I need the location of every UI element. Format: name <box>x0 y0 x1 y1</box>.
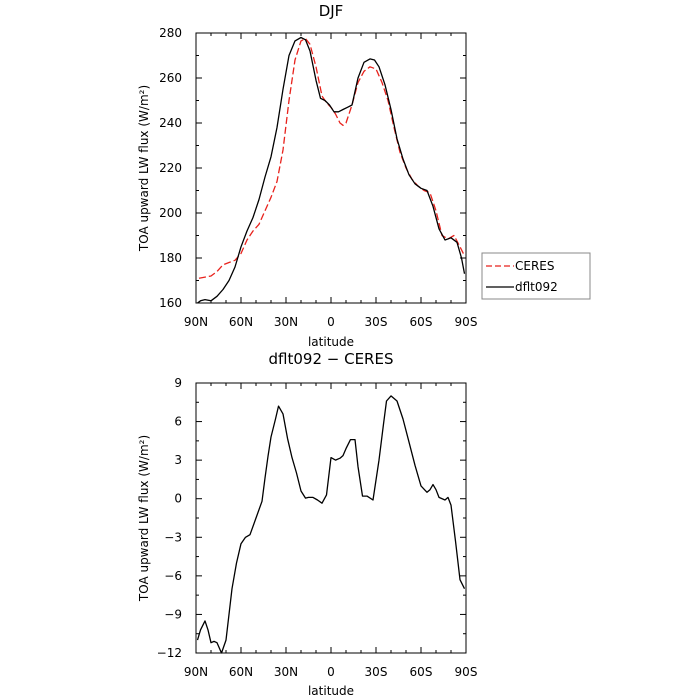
bottom-chart-title: dflt092 − CERES <box>269 350 394 368</box>
top-y-axis-label: TOA upward LW flux (W/m²) <box>137 85 151 252</box>
bottom-x-tick-label: 30N <box>274 665 298 679</box>
bottom-y-tick-label: −6 <box>164 569 182 583</box>
top-x-tick-label: 90N <box>184 315 208 329</box>
top-series-line-dflt092 <box>197 36 466 304</box>
bottom-x-tick-label: 90S <box>455 665 478 679</box>
top-x-tick-label: 30N <box>274 315 298 329</box>
bottom-y-tick-label: −3 <box>164 530 182 544</box>
top-y-tick-label: 180 <box>159 251 182 265</box>
top-y-tick-label: 240 <box>159 116 182 130</box>
top-y-tick-label: 160 <box>159 296 182 310</box>
bottom-y-tick-label: −12 <box>157 646 182 660</box>
legend: CERES dflt092 <box>481 252 591 300</box>
bottom-y-tick-label: 0 <box>174 492 182 506</box>
bottom-x-tick-label: 30S <box>365 665 388 679</box>
top-plot-frame <box>195 32 467 304</box>
top-x-tick-label: 0 <box>327 315 335 329</box>
top-panel: DJF 90N 60N 30N 0 30S 60S 90S 160 180 200 220 240 26… <box>137 2 591 349</box>
top-y-tick-label: 220 <box>159 161 182 175</box>
top-series-line-ceres <box>198 37 466 279</box>
bottom-y-axis-label: TOA upward LW flux (W/m²) <box>137 435 151 602</box>
top-plot-area: 90N 60N 30N 0 30S 60S 90S 160 180 200 220 240 260 280 <box>159 26 477 329</box>
top-x-axis-label: latitude <box>308 335 354 349</box>
bottom-x-tick-label: 90N <box>184 665 208 679</box>
bottom-y-tick-label: −9 <box>164 607 182 621</box>
bottom-plot-area: 90N 60N 30N 0 30S 60S 90S −12 −9 −6 −3 0 3 6 9 <box>157 376 478 679</box>
bottom-panel: dflt092 − CERES 90N 60N 30N 0 30S 60S 90S −12 −9… <box>137 350 477 698</box>
bottom-x-tick-label: 60S <box>410 665 433 679</box>
top-y-tick-label: 280 <box>159 26 182 40</box>
top-x-tick-label: 60N <box>229 315 253 329</box>
bottom-x-tick-label: 0 <box>327 665 335 679</box>
bottom-x-axis-label: latitude <box>308 684 354 698</box>
top-x-tick-label: 30S <box>365 315 388 329</box>
legend-label-ceres: CERES <box>515 259 555 273</box>
bottom-y-tick-label: 9 <box>174 376 182 390</box>
legend-label-dflt092: dflt092 <box>515 280 558 294</box>
bottom-y-tick-label: 3 <box>174 453 182 467</box>
top-x-tick-label: 60S <box>410 315 433 329</box>
bottom-x-tick-label: 60N <box>229 665 253 679</box>
bottom-series-line-difference <box>196 395 466 654</box>
legend-box <box>481 252 591 300</box>
bottom-plot-frame <box>195 382 467 654</box>
top-x-tick-label: 90S <box>455 315 478 329</box>
top-y-tick-label: 260 <box>159 71 182 85</box>
bottom-y-tick-label: 6 <box>174 415 182 429</box>
top-y-tick-label: 200 <box>159 206 182 220</box>
top-chart-title: DJF <box>319 2 344 20</box>
